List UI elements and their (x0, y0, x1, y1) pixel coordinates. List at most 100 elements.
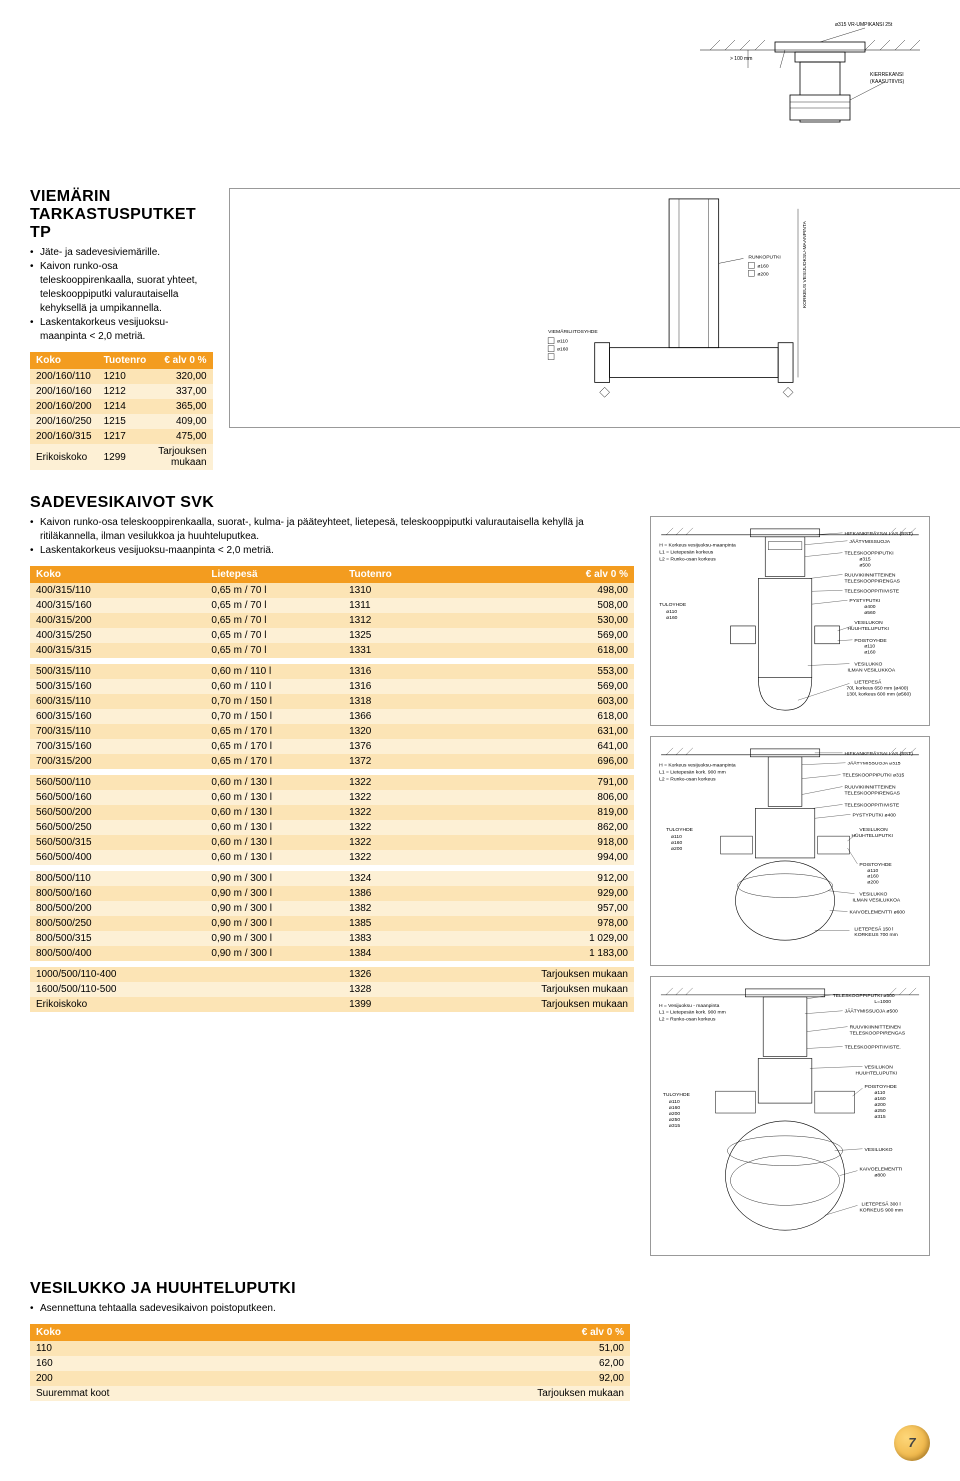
table-row: 200/160/2001214365,00 (30, 399, 213, 414)
lbl: VESILUKKO (854, 662, 882, 668)
th: Koko (30, 1324, 308, 1341)
lbl: L1 = Lietepesän korkeus (659, 550, 713, 556)
table-row: 600/315/1100,70 m / 150 l1318603,00 (30, 694, 634, 709)
table-row: 400/315/1100,65 m / 70 l1310498,00 (30, 583, 634, 598)
lbl: ILMAN VESILUKKOA (852, 898, 900, 904)
figure-svk-3: H = Vesijuoksu - maanpinta L1 = Lietepes… (650, 976, 930, 1256)
lbl: TELESKOOPPITIIVISTE (844, 588, 899, 594)
lbl: ø500 (859, 563, 871, 569)
lbl: TELESKOOPPIPUTKI ø315 (843, 773, 905, 779)
th: Tuotenro (343, 566, 447, 583)
table-row: 560/500/4000,60 m / 130 l1322994,00 (30, 850, 634, 865)
bullet: Laskentakorkeus vesijuoksu-maanpinta < 2… (30, 544, 634, 558)
th: Lietepesä (205, 566, 343, 583)
lbl: TELESKOOPPIPUTKI (844, 551, 893, 557)
table-row: 200/160/1101210320,00 (30, 369, 213, 384)
lbl: VIEMÄRILIITOSYHDE (548, 328, 598, 335)
lbl: L2 = Runko-osan korkeus (659, 777, 716, 783)
lbl: TELESKOOPPIRENGAS (844, 578, 900, 584)
lbl: TELESKOOPPIRENGAS (845, 790, 901, 796)
lbl: JÄÄTYMISSUOJA ø315 (847, 760, 900, 767)
lbl: KORKEUS 900 mm (860, 1207, 904, 1213)
lbl: ø200 (867, 880, 879, 886)
lbl: RUNKOPUTKI (748, 254, 780, 260)
table-row: 11051,00 (30, 1341, 630, 1356)
lbl: RUUVIKIINNITTEINEN (845, 785, 896, 791)
lbl: PYSTYPUTKI (849, 598, 880, 604)
lbl-side: KORKEUS VESIJUOKSU-MAANPINTA (802, 220, 808, 308)
lbl: ø315 (859, 557, 871, 563)
table-row: 800/500/2000,90 m / 300 l1382957,00 (30, 901, 634, 916)
lbl: ø200 (671, 846, 683, 852)
lbl: L1 = Lietepesän kork. 900 mm (659, 1010, 726, 1016)
lbl: TELESKOOPPITIIVISTE. (845, 1044, 901, 1050)
heading-vesilukko: VESILUKKO JA HUUHTELUPUTKI (30, 1280, 630, 1298)
lbl: POISTOYHDE (854, 638, 887, 644)
th: € alv 0 % (308, 1324, 630, 1341)
table-row: 800/500/3150,90 m / 300 l13831 029,00 (30, 931, 634, 946)
lbl: ø110 (864, 644, 875, 650)
lbl: LIETEPESÄ (854, 678, 882, 685)
section-svk: SADEVESIKAIVOT SVK Kaivon runko-osa tele… (30, 494, 930, 1256)
th: € alv 0 % (447, 566, 634, 583)
lbl: ø160 (669, 1105, 681, 1111)
lbl: LIETEPESÄ 150 l (854, 925, 893, 932)
lbl: ø315 (669, 1123, 681, 1129)
lbl: ø250 (874, 1108, 886, 1114)
th: Koko (30, 352, 98, 369)
lbl: JÄÄTYMISSUOJA ø500 (845, 1008, 898, 1015)
th: Tuotenro (98, 352, 153, 369)
table-row: Erikoiskoko1399Tarjouksen mukaan (30, 997, 634, 1012)
lbl: ø110 (671, 834, 682, 840)
lbl: ø160 (874, 1096, 886, 1102)
bullet: Asennettuna tehtaalla sadevesikaivon poi… (30, 1302, 630, 1316)
top-figure: > 100 mm ø315 VR-UMPIKANSI 25t KIERREKAN… (690, 20, 930, 180)
lbl: KORKEUS 700 mm (854, 932, 897, 938)
lbl: HUUHTELUPUTKI (847, 626, 888, 632)
lbl: L=1000 (874, 999, 891, 1005)
lbl: RUUVIKIINNITTEINEN (850, 1025, 902, 1031)
lbl-kierre: KIERREKANSI (870, 72, 904, 78)
lbl: HUUHTELUPUTKI (851, 833, 892, 839)
lbl: TELESKOOPPIPUTKI ø500 (833, 993, 895, 999)
table-row: 400/315/2500,65 m / 70 l1325569,00 (30, 628, 634, 643)
lbl: 130l, korkeus 600 mm (ø560) (846, 691, 911, 697)
table-row: 500/315/1600,60 m / 110 l1316569,00 (30, 679, 634, 694)
lbl: ø160 (757, 263, 769, 269)
th: € alv 0 % (152, 352, 212, 369)
table-row: 560/500/1600,60 m / 130 l1322806,00 (30, 790, 634, 805)
figure-svk-2: H = Korkeus vesijuoksu-maanpinta L1 = Li… (650, 736, 930, 966)
lbl: L2 = Runko-osan korkeus (659, 557, 716, 563)
table-row: 560/500/2500,60 m / 130 l1322862,00 (30, 820, 634, 835)
table-row: 800/500/4000,90 m / 300 l13841 183,00 (30, 946, 634, 961)
table-row: 800/500/1600,90 m / 300 l1386929,00 (30, 886, 634, 901)
bullet: Kaivon runko-osa teleskooppirenkaalla, s… (30, 260, 213, 316)
lbl-kierre2: (KAASUTIIVIS) (870, 79, 905, 85)
section-tp: VIEMÄRIN TARKASTUSPUTKET TP Jäte- ja sad… (30, 188, 930, 470)
lbl: KAIVOELEMENTTI (860, 1167, 903, 1173)
lbl: ø160 (557, 347, 569, 353)
lbl: LIETEPESÄ 300 l (861, 1200, 900, 1207)
table-vesilukko: Koko € alv 0 % 11051,0016062,0020092,00S… (30, 1324, 630, 1401)
lbl: L2 = Runko-osan korkeus (659, 1017, 716, 1023)
table-row: 800/500/1100,90 m / 300 l1324912,00 (30, 871, 634, 886)
table-row: 200/160/3151217475,00 (30, 429, 213, 444)
lbl: ø250 (669, 1117, 681, 1123)
lbl: ø200 (874, 1102, 886, 1108)
table-row: 16062,00 (30, 1356, 630, 1371)
table-row: 1000/500/110-4001326Tarjouksen mukaan (30, 967, 634, 982)
table-row: 400/315/2000,65 m / 70 l1312530,00 (30, 613, 634, 628)
lbl: H = Vesijuoksu - maanpinta (659, 1003, 720, 1009)
lbl: L1 = Lietepesän kork. 900 mm (659, 770, 726, 776)
lbl: H = Korkeus vesijuoksu-maanpinta (659, 763, 736, 769)
lbl: ø560 (864, 610, 876, 616)
bullet: Jäte- ja sadevesiviemärille. (30, 246, 213, 260)
lbl: ø160 (671, 840, 683, 846)
bullet: Kaivon runko-osa teleskooppirenkaalla, s… (30, 516, 634, 544)
lbl: 70l, korkeus 650 mm (ø400) (846, 685, 908, 691)
lbl-100mm: > 100 mm (730, 56, 752, 62)
lbl: ø160 (867, 874, 879, 880)
table-row: 200/160/1601212337,00 (30, 384, 213, 399)
lbl-vr: ø315 VR-UMPIKANSI 25t (835, 22, 893, 28)
table-row: 200/160/2501215409,00 (30, 414, 213, 429)
